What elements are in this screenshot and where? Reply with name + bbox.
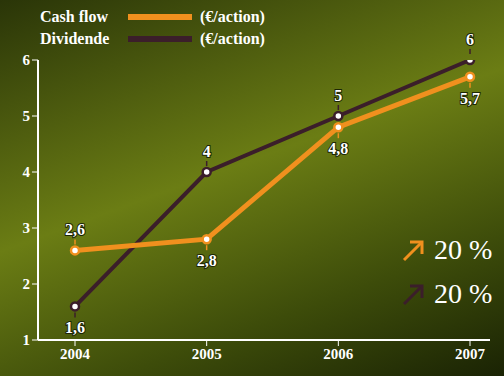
- svg-text:2006: 2006: [323, 346, 354, 362]
- html-text:20 %: 20 %: [434, 234, 493, 265]
- svg-text:6: 6: [466, 31, 474, 48]
- svg-text:3: 3: [23, 220, 31, 236]
- svg-text:2005: 2005: [192, 346, 222, 362]
- svg-text:4: 4: [203, 143, 211, 160]
- svg-text:2,6: 2,6: [65, 221, 85, 238]
- svg-text:1,6: 1,6: [65, 319, 85, 336]
- html-text:(€/action): (€/action): [200, 8, 265, 25]
- svg-text:6: 6: [23, 52, 31, 68]
- svg-text:2,8: 2,8: [197, 252, 217, 269]
- svg-text:5: 5: [23, 108, 31, 124]
- svg-text:1: 1: [23, 332, 31, 348]
- svg-text:4: 4: [23, 164, 31, 180]
- svg-text:5,7: 5,7: [460, 90, 480, 107]
- svg-text:2: 2: [23, 276, 31, 292]
- svg-text:4,8: 4,8: [328, 140, 348, 157]
- html-text:Dividende: Dividende: [40, 30, 110, 47]
- html-text:(€/action): (€/action): [200, 30, 265, 47]
- svg-text:2007: 2007: [455, 346, 486, 362]
- svg-text:5: 5: [334, 87, 342, 104]
- svg-text:2004: 2004: [60, 346, 91, 362]
- html-text:20 %: 20 %: [434, 278, 493, 309]
- html-text:Cash flow: Cash flow: [40, 8, 108, 25]
